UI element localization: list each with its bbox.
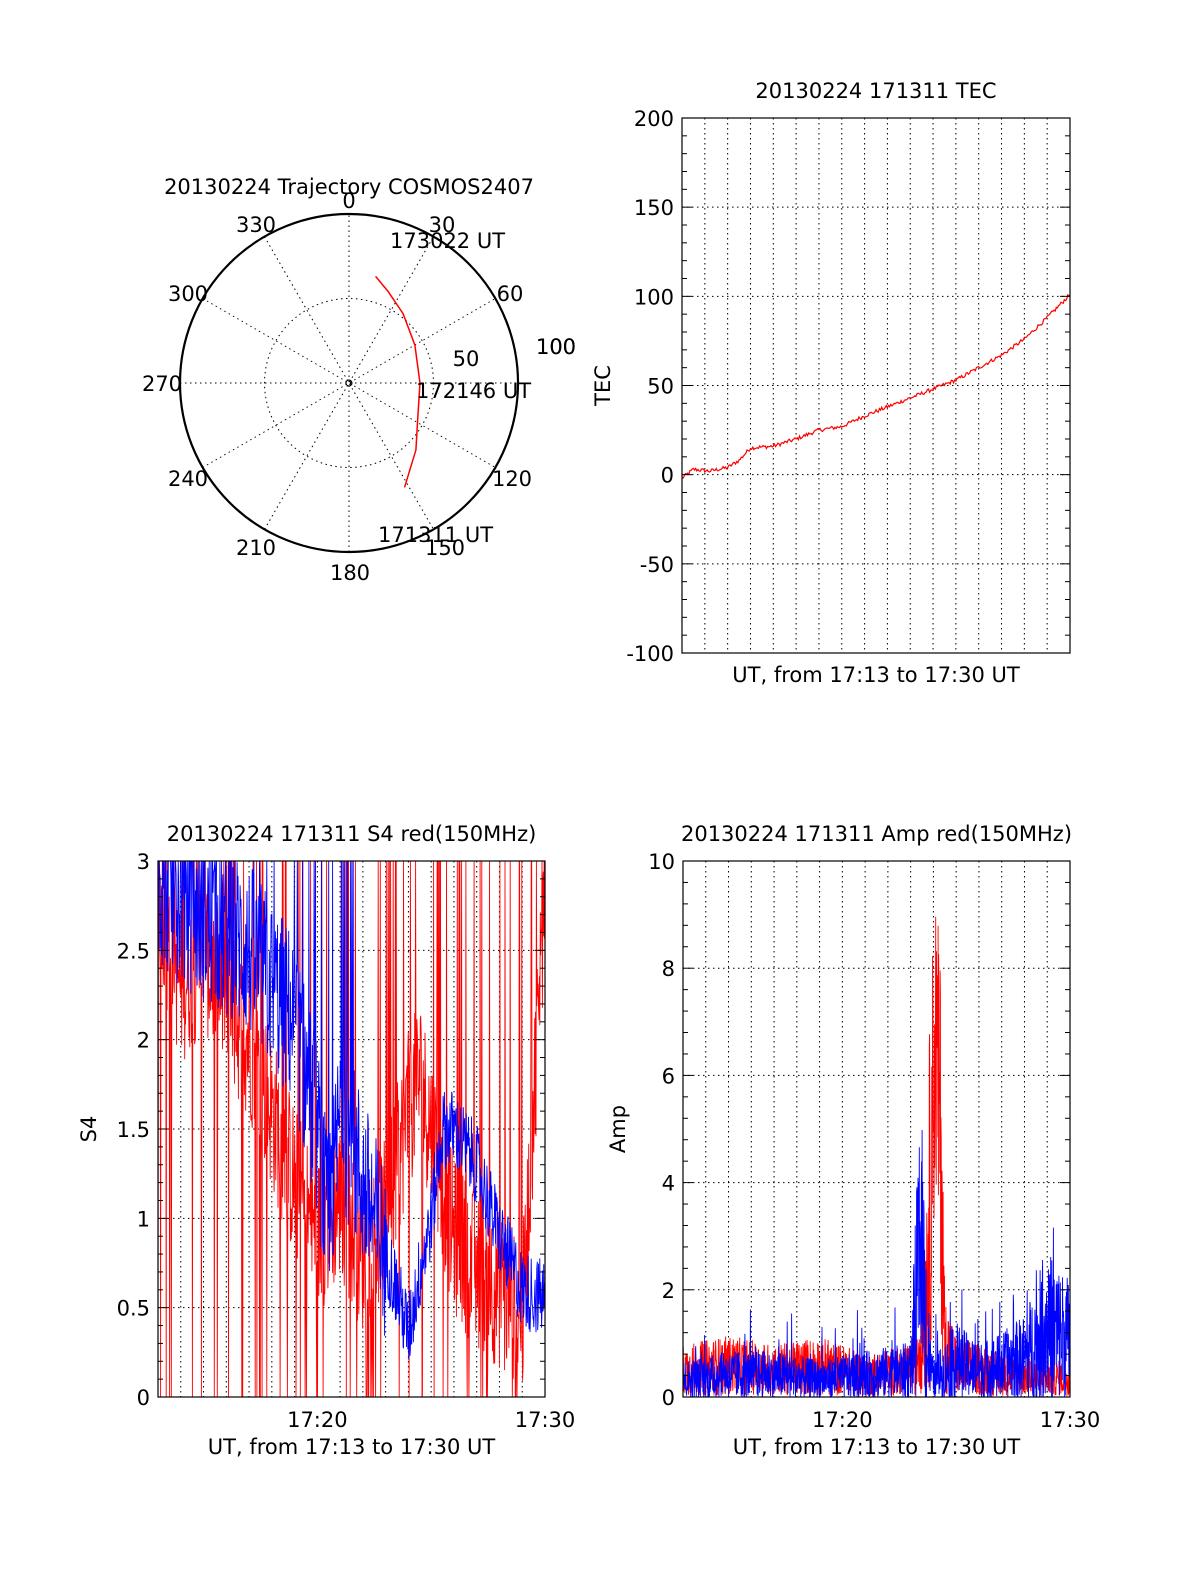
y-tick-label: 6 [662, 1064, 675, 1088]
y-tick-label: 4 [662, 1172, 675, 1196]
y-tick-label: 0 [661, 464, 674, 488]
azimuth-label: 60 [497, 282, 524, 306]
tec-series-0 [681, 293, 1071, 479]
azimuth-label: 0 [342, 189, 355, 213]
y-tick-label: 1 [137, 1207, 150, 1231]
plot-frame [681, 117, 1071, 654]
y-tick-label: 2 [137, 1029, 150, 1053]
azimuth-label: 180 [330, 561, 370, 585]
s4-series-0 [157, 860, 546, 1398]
tec-chart [681, 117, 1071, 654]
plot-frame [682, 860, 1071, 1398]
y-tick-label: 0.5 [117, 1297, 150, 1321]
tec-title: 20130224 171311 TEC [755, 79, 996, 103]
azimuth-label: 330 [236, 213, 276, 237]
amp-chart [682, 860, 1071, 1399]
s4-series-1 [157, 860, 546, 1360]
time-annotation: 173022 UT [390, 229, 505, 253]
azimuth-label: 150 [425, 536, 465, 560]
y-tick-label: -50 [640, 553, 674, 577]
trajectory-chart [178, 212, 520, 554]
y-tick-label: 150 [634, 196, 674, 220]
y-tick-label: 2.5 [117, 939, 150, 963]
y-tick-label: 2 [662, 1279, 675, 1303]
amp-x-axis-label: UT, from 17:13 to 17:30 UT [733, 1435, 1021, 1459]
amp-series-0 [682, 916, 1071, 1397]
radial-label: 100 [536, 335, 576, 359]
tec-y-axis-label: TEC [591, 365, 615, 407]
elevation-circle [264, 298, 434, 468]
s4-title: 20130224 171311 S4 red(150MHz) [167, 822, 537, 846]
amp-y-axis-label: Amp [606, 1105, 630, 1153]
y-tick-label: 50 [647, 375, 674, 399]
y-tick-label: 200 [634, 107, 674, 131]
s4-y-axis-label: S4 [77, 1116, 101, 1143]
azimuth-label: 240 [168, 467, 208, 491]
y-tick-label: 1.5 [117, 1118, 150, 1142]
azimuth-gridline [202, 298, 496, 468]
azimuth-label: 270 [142, 372, 182, 396]
time-annotation: 171311 UT [378, 523, 493, 547]
azimuth-label: 30 [429, 213, 456, 237]
amp-title: 20130224 171311 Amp red(150MHz) [681, 822, 1072, 846]
s4-x-axis-label: UT, from 17:13 to 17:30 UT [208, 1435, 496, 1459]
tec-x-axis-label: UT, from 17:13 to 17:30 UT [732, 663, 1020, 687]
x-tick-label: 17:20 [812, 1408, 873, 1432]
azimuth-gridline [264, 236, 434, 530]
amp-series-1 [682, 1129, 1071, 1399]
satellite-track [374, 275, 421, 488]
y-tick-label: -100 [626, 642, 674, 666]
azimuth-gridline [264, 236, 434, 530]
azimuth-label: 100 [536, 335, 576, 359]
s4-chart [157, 860, 546, 1398]
x-tick-label: 17:30 [1040, 1408, 1101, 1432]
trajectory-title: 20130224 Trajectory COSMOS2407 [164, 175, 534, 199]
y-tick-label: 0 [137, 1386, 150, 1410]
y-tick-label: 8 [662, 957, 675, 981]
y-tick-label: 100 [634, 285, 674, 309]
azimuth-label: 120 [492, 467, 532, 491]
y-tick-label: 0 [662, 1386, 675, 1410]
y-tick-label: 10 [648, 850, 675, 874]
azimuth-label: 210 [236, 536, 276, 560]
radial-label: 50 [453, 347, 480, 371]
azimuth-gridline [202, 298, 496, 468]
azimuth-label: 300 [168, 282, 208, 306]
y-tick-label: 3 [137, 850, 150, 874]
x-tick-label: 17:30 [515, 1408, 576, 1432]
x-tick-label: 17:20 [287, 1408, 348, 1432]
time-annotation: 172146 UT [416, 379, 531, 403]
